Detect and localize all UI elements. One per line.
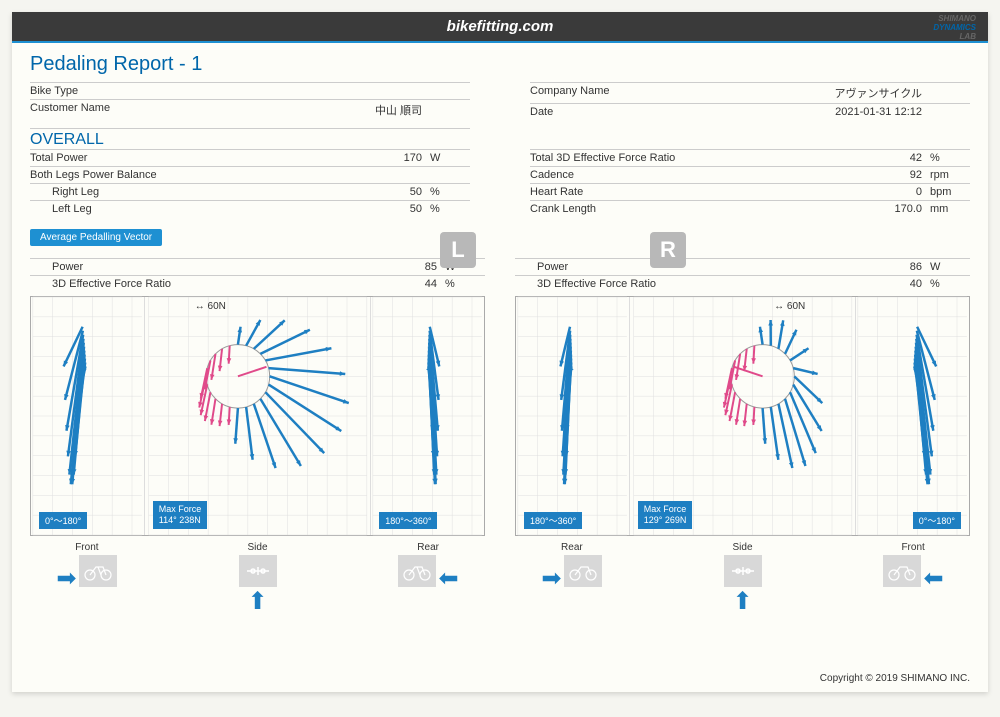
customer-label: Customer Name	[30, 102, 310, 118]
report-page: SHIMANO DYNAMICS LAB bikefitting.com Ped…	[12, 12, 988, 692]
right-badge: R	[650, 232, 686, 268]
page-title: Pedaling Report - 1	[30, 53, 970, 76]
arrow-left-icon: ⬅	[923, 565, 943, 592]
bike-rear-icon	[398, 555, 436, 587]
arrow-up-icon: ⬆	[247, 588, 267, 615]
company-value: アヴァンサイクル	[810, 85, 930, 101]
left-footer-icons: Front➡ Side⬆ Rear ⬅	[30, 542, 485, 616]
date-label: Date	[530, 106, 810, 118]
bike-type-value	[360, 85, 430, 97]
arrow-right-icon: ➡	[56, 565, 76, 592]
range-tag: 180°～360°	[524, 512, 582, 529]
range-tag: 0°～180°	[913, 512, 961, 529]
bike-side-icon	[239, 555, 277, 587]
right-plot: 180°～360° ↔ 60N Max Force129° 269N 0°～18…	[515, 296, 970, 536]
arrow-left-icon: ⬅	[438, 565, 458, 592]
overall-title: OVERALL	[30, 128, 470, 149]
arrow-right-icon: ➡	[541, 565, 561, 592]
site-title: bikefitting.com	[447, 18, 554, 35]
bike-front-icon	[883, 555, 921, 587]
bike-rear-icon	[564, 555, 602, 587]
range-tag: 0°～180°	[39, 512, 87, 529]
vector-tag: Average Pedalling Vector	[30, 229, 162, 246]
left-plot: 0°～180° ↔ 60N Max Force114° 238N 180°～36…	[30, 296, 485, 536]
max-force-label: Max Force114° 238N	[153, 501, 208, 529]
right-leg-panel: Power86W 3D Effective Force Ratio40% 180…	[515, 258, 970, 616]
date-value: 2021-01-31 12:12	[810, 106, 930, 118]
max-force-label: Max Force129° 269N	[638, 501, 693, 529]
company-label: Company Name	[530, 85, 810, 101]
right-footer-icons: Rear➡ Side⬆ Front ⬅	[515, 542, 970, 616]
top-bar: bikefitting.com	[12, 12, 988, 43]
left-leg-panel: Power85W 3D Effective Force Ratio44% 0°～…	[30, 258, 485, 616]
brand-logo: SHIMANO DYNAMICS LAB	[933, 15, 976, 41]
left-badge: L	[440, 232, 476, 268]
customer-value: 中山 順司	[310, 102, 430, 118]
bike-front-icon	[79, 555, 117, 587]
bike-side-icon	[724, 555, 762, 587]
range-tag: 180°～360°	[379, 512, 437, 529]
arrow-up-icon: ⬆	[732, 588, 752, 615]
bike-type-label: Bike Type	[30, 85, 360, 97]
copyright: Copyright © 2019 SHIMANO INC.	[802, 669, 988, 688]
overall-grid: OVERALL Total Power170WBoth Legs Power B…	[30, 128, 970, 217]
info-grid: Bike Type Customer Name中山 順司 Company Nam…	[30, 82, 970, 120]
